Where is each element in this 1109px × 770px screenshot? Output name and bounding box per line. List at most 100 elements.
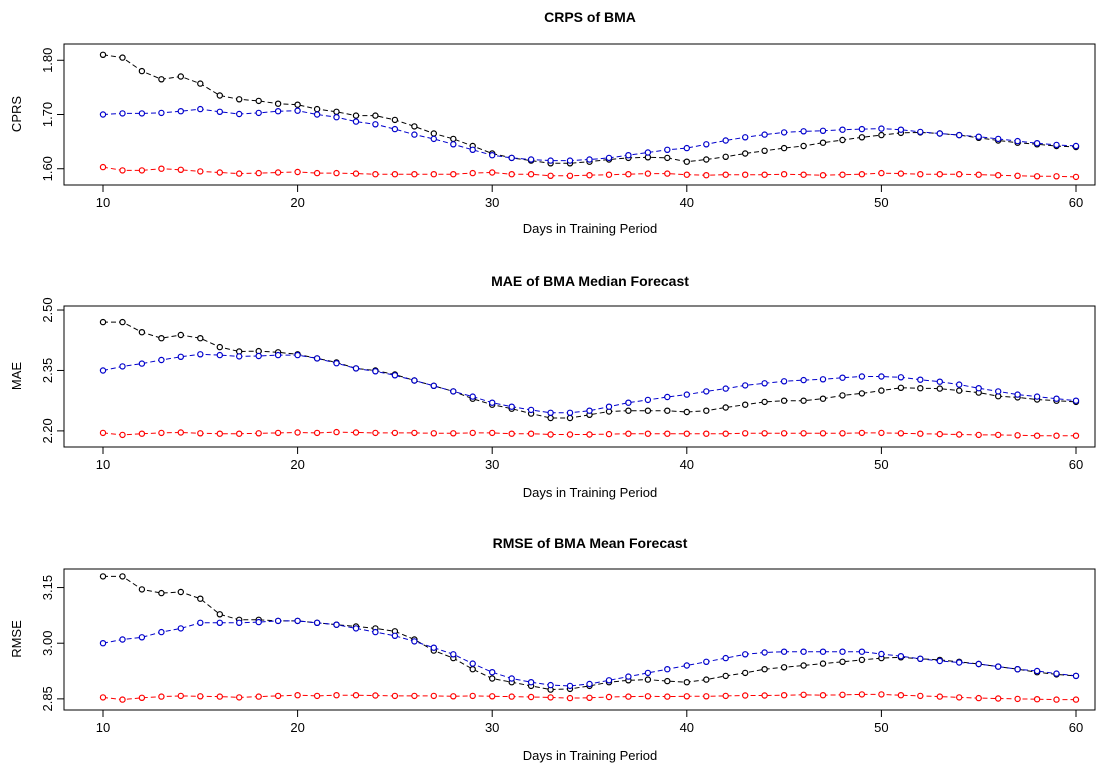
data-point bbox=[761, 649, 768, 656]
data-point bbox=[547, 414, 554, 422]
data-point bbox=[313, 429, 321, 437]
data-point bbox=[722, 385, 729, 392]
data-point bbox=[313, 619, 321, 627]
data-point bbox=[547, 157, 554, 164]
data-point bbox=[469, 146, 476, 153]
data-point bbox=[936, 170, 944, 178]
data-point bbox=[897, 374, 905, 381]
data-point bbox=[138, 167, 146, 174]
data-point bbox=[177, 692, 184, 700]
data-point bbox=[722, 654, 729, 662]
panel-crps: CRPS of BMA 10 20 30 40 50 60 1.60 1.70 1.80 Day… bbox=[9, 9, 1096, 236]
data-point bbox=[858, 648, 866, 655]
data-point bbox=[372, 170, 379, 178]
data-point bbox=[956, 131, 963, 139]
data-point bbox=[917, 170, 924, 178]
data-point bbox=[975, 171, 982, 178]
data-point bbox=[158, 628, 165, 636]
data-point bbox=[917, 385, 924, 392]
y-tick-label: 1.70 bbox=[40, 102, 55, 127]
data-point bbox=[235, 694, 243, 701]
data-point bbox=[547, 172, 554, 179]
y-tick-label: 2.50 bbox=[40, 297, 55, 322]
data-point bbox=[119, 696, 126, 703]
data-point bbox=[566, 694, 574, 702]
data-point bbox=[664, 666, 671, 673]
panel-mae: MAE of BMA Median Forecast 10 20 30 40 50 60 2… bbox=[9, 273, 1096, 500]
data-point bbox=[430, 130, 437, 137]
data-point bbox=[858, 429, 866, 437]
data-point bbox=[878, 691, 885, 698]
x-tick-label: 20 bbox=[290, 720, 304, 735]
data-point bbox=[664, 677, 671, 685]
data-point bbox=[333, 621, 340, 628]
data-point bbox=[508, 403, 515, 410]
data-point bbox=[761, 147, 768, 154]
x-tick-label: 10 bbox=[96, 720, 110, 735]
data-point bbox=[138, 586, 146, 593]
data-point bbox=[839, 126, 846, 133]
data-point bbox=[99, 163, 107, 171]
data-point bbox=[391, 429, 399, 437]
plot-area: 10 20 30 40 50 60 2.85 3.00 3.15 bbox=[40, 573, 1083, 735]
x-tick-label: 40 bbox=[680, 457, 694, 472]
data-point bbox=[352, 170, 360, 177]
data-point bbox=[683, 662, 691, 669]
data-point bbox=[644, 149, 652, 156]
data-point bbox=[469, 393, 476, 400]
data-point bbox=[780, 664, 788, 671]
data-point bbox=[703, 658, 710, 666]
data-point bbox=[936, 130, 944, 137]
data-point bbox=[839, 171, 846, 178]
data-point bbox=[761, 666, 768, 673]
data-point bbox=[1072, 142, 1080, 150]
y-tick-label: 1.80 bbox=[40, 48, 55, 73]
data-point bbox=[586, 407, 593, 414]
data-point bbox=[917, 376, 924, 383]
plot-area: 10 20 30 40 50 60 1.60 1.70 1.80 bbox=[40, 48, 1083, 210]
data-point bbox=[352, 112, 360, 119]
data-point bbox=[878, 125, 885, 132]
data-point bbox=[819, 692, 827, 699]
data-point bbox=[274, 351, 282, 359]
data-point bbox=[1014, 432, 1021, 439]
data-point bbox=[1053, 141, 1060, 149]
data-point bbox=[800, 128, 807, 135]
data-point bbox=[566, 157, 574, 164]
data-point bbox=[995, 171, 1002, 179]
data-point bbox=[586, 680, 593, 688]
data-point bbox=[858, 134, 866, 141]
data-point bbox=[625, 407, 632, 414]
data-point bbox=[780, 397, 788, 404]
data-point bbox=[1033, 696, 1041, 703]
data-point bbox=[917, 128, 924, 136]
data-point bbox=[177, 166, 184, 173]
data-point bbox=[450, 388, 457, 395]
data-point bbox=[138, 430, 146, 437]
data-point bbox=[372, 368, 379, 375]
data-point bbox=[527, 170, 535, 178]
data-point bbox=[664, 693, 671, 700]
data-point bbox=[177, 588, 184, 596]
data-point bbox=[99, 573, 107, 580]
data-point bbox=[99, 694, 107, 701]
data-point bbox=[177, 331, 184, 339]
data-point bbox=[995, 663, 1002, 670]
data-point bbox=[411, 429, 418, 437]
data-point bbox=[566, 431, 574, 438]
data-point bbox=[216, 169, 223, 176]
data-point bbox=[469, 660, 476, 667]
data-point bbox=[411, 377, 418, 384]
data-point bbox=[605, 677, 613, 684]
data-point bbox=[761, 430, 768, 437]
data-point bbox=[800, 171, 807, 178]
y-axis-label: CPRS bbox=[9, 96, 24, 132]
x-axis-label: Days in Training Period bbox=[523, 221, 657, 236]
data-point bbox=[683, 171, 691, 178]
data-point bbox=[177, 429, 184, 436]
data-point bbox=[294, 617, 301, 625]
series-line bbox=[102, 693, 1076, 701]
data-point bbox=[819, 171, 827, 179]
y-axis-label: MAE bbox=[9, 362, 24, 391]
data-point bbox=[625, 693, 632, 700]
